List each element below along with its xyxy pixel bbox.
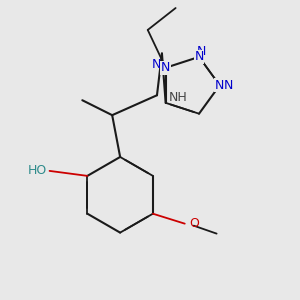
Text: O: O — [190, 217, 200, 230]
Text: N: N — [215, 79, 224, 92]
Text: N: N — [196, 45, 206, 58]
Text: N: N — [194, 50, 204, 63]
Text: N: N — [161, 61, 170, 74]
Text: N: N — [152, 58, 161, 71]
Text: HO: HO — [28, 164, 47, 177]
Text: N: N — [224, 79, 233, 92]
Text: NH: NH — [169, 91, 188, 104]
